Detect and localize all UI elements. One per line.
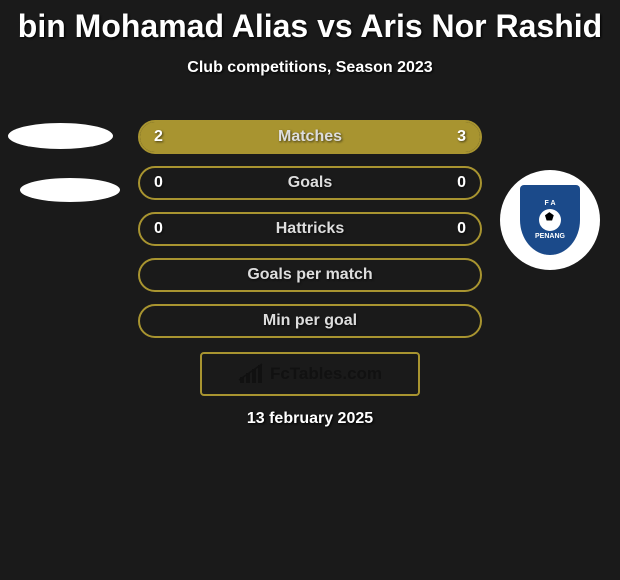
stat-row-goals-per-match: Goals per match — [138, 258, 482, 292]
soccer-ball-icon — [539, 209, 561, 231]
stat-row-hattricks: 0 Hattricks 0 — [138, 212, 482, 246]
page-title: bin Mohamad Alias vs Aris Nor Rashid — [0, 0, 620, 45]
bar-chart-icon — [238, 363, 266, 385]
penang-fa-crest: F A PENANG — [520, 185, 580, 255]
fctables-logo[interactable]: FcTables.com — [200, 352, 420, 396]
stat-row-matches: 2 Matches 3 — [138, 120, 482, 154]
player1-avatar-placeholder — [8, 123, 113, 149]
stat-value-right: 3 — [457, 128, 466, 146]
badge-text-top: F A — [544, 200, 555, 207]
page-subtitle: Club competitions, Season 2023 — [0, 59, 620, 77]
stat-label: Goals — [140, 174, 480, 192]
stat-label: Min per goal — [140, 312, 480, 330]
stat-row-min-per-goal: Min per goal — [138, 304, 482, 338]
stat-value-right: 0 — [457, 220, 466, 238]
stat-row-goals: 0 Goals 0 — [138, 166, 482, 200]
stat-label: Matches — [140, 128, 480, 146]
date-label: 13 february 2025 — [0, 410, 620, 428]
badge-text-bottom: PENANG — [535, 233, 565, 240]
stat-value-right: 0 — [457, 174, 466, 192]
stats-comparison: 2 Matches 3 0 Goals 0 0 Hattricks 0 Goal… — [138, 120, 482, 350]
player1-club-placeholder — [20, 178, 120, 202]
brand-text: FcTables.com — [270, 364, 382, 384]
player2-club-badge: F A PENANG — [500, 170, 600, 270]
stat-label: Goals per match — [140, 266, 480, 284]
stat-label: Hattricks — [140, 220, 480, 238]
